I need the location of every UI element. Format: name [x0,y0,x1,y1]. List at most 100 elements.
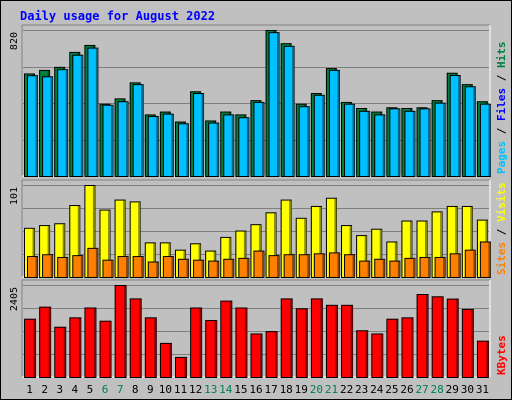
x-tick-label-day-24: 24 [370,383,384,396]
bar-kbytes-day-24 [371,333,384,378]
bar-kbytes-day-17 [265,331,278,379]
bar-files-day-18 [283,45,295,177]
x-tick-label-day-28: 28 [431,383,444,396]
x-tick-label-day-7: 7 [117,383,124,396]
legend-entry-visits: Visits [495,182,508,222]
chart-title: Daily usage for August 2022 [20,9,215,23]
x-tick-label-day-14: 14 [219,383,233,396]
x-tick-label-day-27: 27 [415,383,428,396]
x-tick-label-day-8: 8 [132,383,139,396]
legend-separator: / [495,222,508,242]
bar-sites-day-6 [102,259,114,278]
bar-kbytes-day-4 [69,317,82,378]
bar-files-day-3 [57,69,69,177]
x-tick-label-day-21: 21 [325,383,338,396]
panel-bars [24,285,489,379]
bar-kbytes-day-5 [84,307,97,378]
x-tick-label-day-12: 12 [189,383,202,396]
bar-kbytes-day-18 [280,298,293,378]
bar-files-day-10 [162,113,174,178]
x-tick-label-day-3: 3 [56,383,63,396]
panel-kbytes: 2405 KBytes [9,279,508,379]
bar-files-day-19 [298,106,310,177]
legend-entry-kbytes: KBytes [495,335,508,375]
bar-files-day-29 [449,75,461,177]
x-tick-label-day-6: 6 [102,383,109,396]
x-tick-label-day-19: 19 [295,383,308,396]
panel-visits-sites: 101 Sites / Visits [9,179,508,279]
bar-files-day-11 [177,123,189,177]
x-tick-label-day-5: 5 [87,383,94,396]
bar-sites-day-14 [223,258,235,278]
panel-max-label: 820 [9,32,20,50]
bar-kbytes-day-13 [205,320,218,379]
x-tick-label-day-1: 1 [26,383,33,396]
panel-max-label: 101 [9,187,20,205]
panel-bars [24,30,491,178]
bar-sites-day-2 [42,254,54,278]
bar-sites-day-18 [283,254,295,278]
bar-kbytes-day-15 [235,307,248,378]
bar-kbytes-day-20 [310,298,323,378]
bar-kbytes-day-7 [114,285,127,378]
bar-kbytes-day-6 [99,320,112,378]
x-tick-label-day-30: 30 [461,383,474,396]
bar-kbytes-day-2 [39,306,52,378]
bar-sites-day-5 [87,247,99,279]
bar-kbytes-day-23 [356,330,369,379]
bar-files-day-28 [434,102,446,177]
x-tick-label-day-23: 23 [355,383,368,396]
x-tick-label-day-18: 18 [280,383,293,396]
bar-files-day-13 [208,122,220,177]
bar-files-day-27 [419,108,431,177]
panel-hits-files-pages: 820 Pages / Files / Hits [9,24,508,178]
bar-files-day-30 [464,86,476,177]
bar-files-day-17 [268,32,280,178]
bar-kbytes-day-30 [461,308,474,379]
x-tick-label-day-11: 11 [174,383,187,396]
x-tick-label-day-16: 16 [249,383,262,396]
x-tick-label-day-20: 20 [310,383,323,396]
legend-separator: / [495,68,508,88]
x-tick-label-day-10: 10 [159,383,172,396]
bar-sites-day-31 [479,241,491,279]
x-tick-label-day-29: 29 [446,383,459,396]
bar-sites-day-4 [72,255,84,278]
bar-sites-day-17 [268,255,280,278]
x-tick-label-day-9: 9 [147,383,154,396]
bar-sites-day-8 [132,256,144,278]
bar-files-day-12 [193,93,205,177]
bar-files-day-16 [253,101,265,177]
bar-kbytes-day-11 [175,356,188,378]
bar-sites-day-29 [449,253,461,279]
bar-files-day-20 [313,94,325,177]
legend-entry-hits: Hits [495,42,508,69]
bar-kbytes-day-10 [159,342,172,378]
chart-panels: 820 Pages / Files / Hits 101 Sites / Visits… [9,24,508,379]
bar-kbytes-day-29 [446,298,459,379]
x-tick-label-day-26: 26 [400,383,413,396]
bar-sites-day-25 [389,260,401,279]
bar-sites-day-24 [374,258,386,278]
bar-sites-day-21 [328,252,340,279]
bar-files-day-5 [87,47,99,177]
bar-sites-day-11 [177,258,189,278]
bar-kbytes-day-3 [54,326,67,378]
bar-files-day-15 [238,117,250,177]
bar-kbytes-day-21 [325,304,338,379]
bar-sites-day-28 [434,256,446,278]
x-tick-label-day-31: 31 [476,383,489,396]
bar-kbytes-day-9 [144,317,157,378]
bar-files-day-14 [223,114,235,177]
bar-sites-day-9 [147,261,159,279]
bar-sites-day-3 [57,256,69,278]
x-axis-tick-labels: 1 2 3 4 5 6 7 8 9 10 11 12 13 14 15 16 17 18 19 20 21 22 23 24 2… [26,383,489,396]
legend-separator: / [495,121,508,141]
bar-files-day-24 [374,114,386,177]
bar-sites-day-27 [419,256,431,278]
bar-kbytes-day-1 [24,318,37,378]
bar-sites-day-23 [359,260,371,279]
x-tick-label-day-22: 22 [340,383,353,396]
